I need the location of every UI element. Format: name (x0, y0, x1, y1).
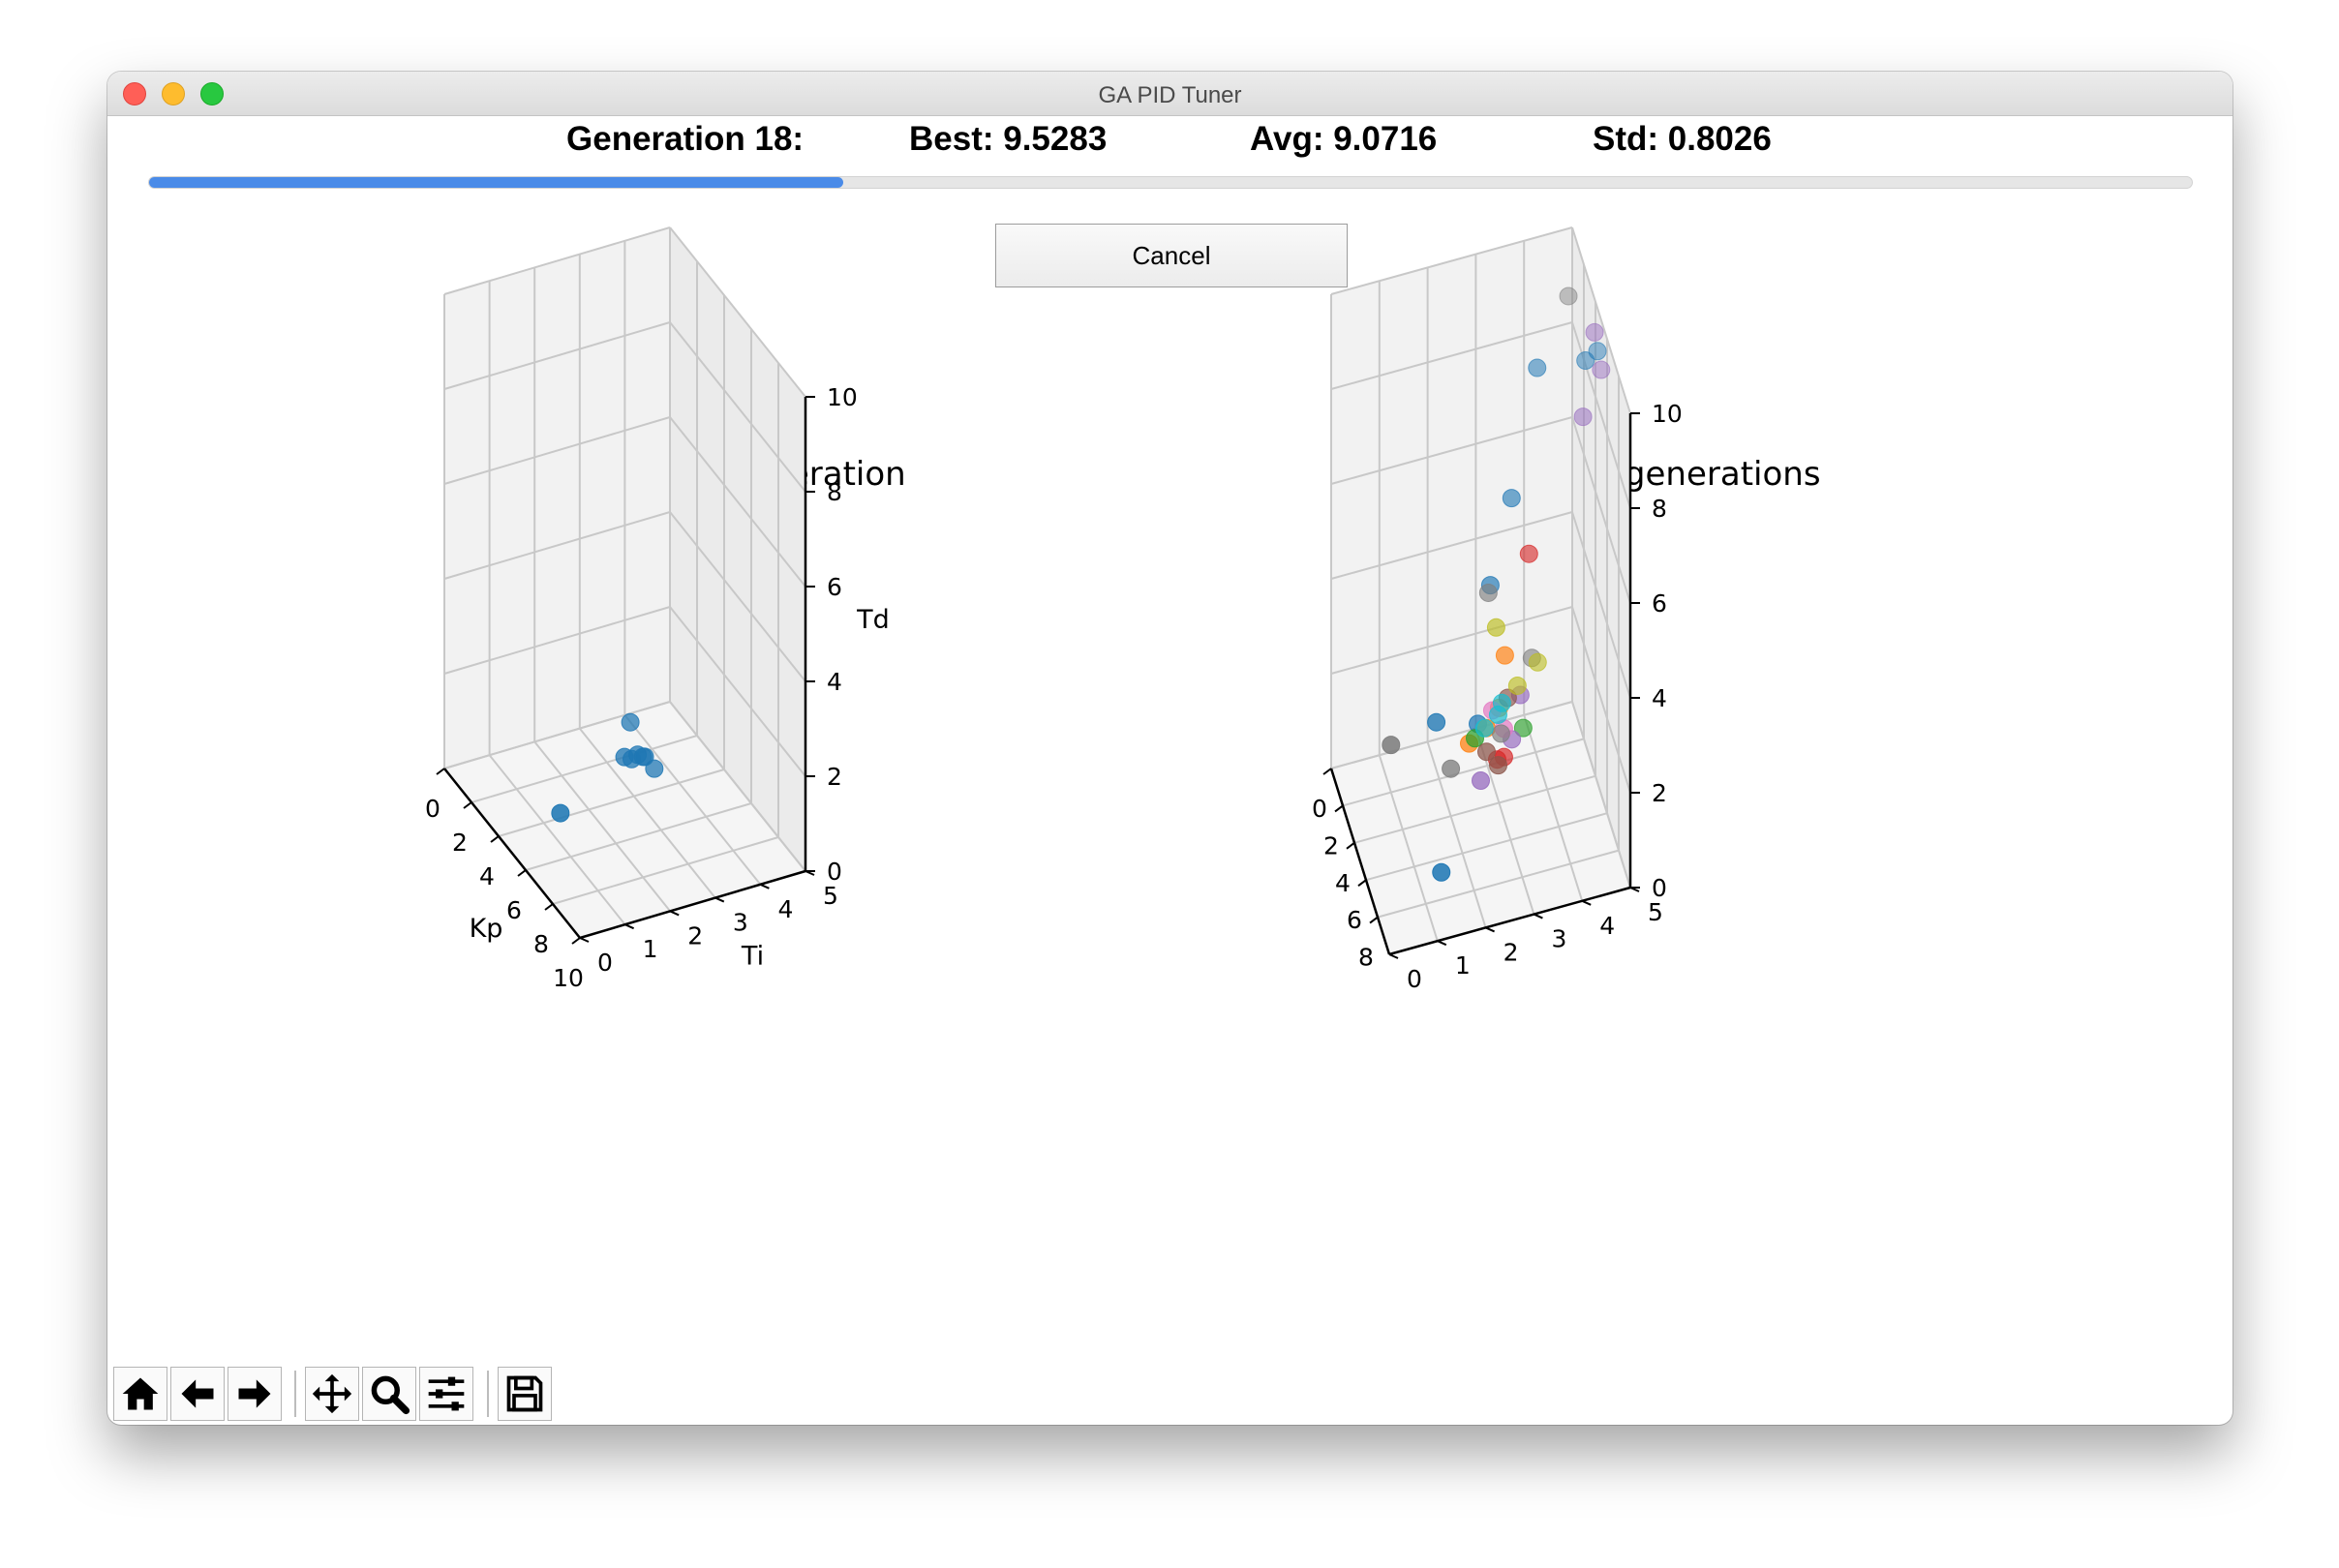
save-icon (506, 1375, 543, 1412)
scatter-point (1528, 652, 1547, 672)
forward-arrow-icon (238, 1379, 271, 1408)
close-window-button[interactable] (123, 82, 146, 106)
home-icon (122, 1377, 159, 1410)
z-axis-label: Td (856, 605, 890, 635)
scatter-point (1519, 544, 1538, 563)
scatter-point (1495, 646, 1514, 665)
x-tick-label: 2 (1323, 831, 1339, 859)
std-fitness-label: Std: 0.8026 (1593, 120, 1772, 158)
scatter-point (1488, 705, 1507, 724)
y-tick-label: 5 (823, 882, 838, 910)
scatter-point (1576, 351, 1595, 371)
y-tick-label: 1 (643, 935, 658, 963)
pan-button[interactable] (305, 1367, 359, 1421)
back-arrow-icon (181, 1379, 214, 1408)
z-tick-label: 4 (1652, 684, 1667, 712)
toolbar-separator (294, 1371, 296, 1417)
x-tick-label: 2 (452, 829, 468, 857)
z-tick-label: 8 (1652, 495, 1667, 523)
y-tick-label: 0 (1407, 965, 1422, 993)
scatter-point (1478, 583, 1498, 602)
scatter-point (1486, 618, 1505, 637)
minimize-window-button[interactable] (162, 82, 185, 106)
y-tick-label: 4 (1599, 912, 1615, 940)
plots-canvas[interactable]: Current generation Previous generations … (107, 72, 2233, 1425)
scatter-point (1477, 742, 1496, 762)
scatter-point (551, 803, 570, 823)
y-tick-label: 4 (777, 895, 793, 923)
z-tick-label: 10 (1652, 400, 1683, 428)
x-tick-label: 4 (1335, 869, 1351, 897)
x-tick-label: 8 (1358, 944, 1374, 972)
pan-icon (312, 1373, 352, 1414)
x-tick-label: 10 (553, 964, 584, 992)
y-tick-label: 2 (1504, 938, 1519, 966)
save-button[interactable] (498, 1367, 552, 1421)
progress-bar (148, 176, 2193, 189)
scatter-point (1489, 756, 1507, 775)
avg-fitness-label: Avg: 9.0716 (1250, 120, 1438, 158)
x-tick-label: 0 (1312, 795, 1327, 823)
generation-label: Generation 18: (566, 120, 805, 158)
zoom-icon (371, 1375, 410, 1415)
scatter-point (1382, 736, 1401, 755)
y-tick-label: 1 (1455, 951, 1471, 980)
configure-subplots-icon (428, 1376, 465, 1411)
x-tick-label: 8 (533, 930, 549, 958)
home-button[interactable] (113, 1367, 167, 1421)
scatter-point (1432, 862, 1451, 882)
maximize-window-button[interactable] (200, 82, 224, 106)
z-tick-label: 10 (827, 383, 858, 411)
app-window: GA PID Tuner Generation 18: Best: 9.5283… (107, 72, 2233, 1425)
scatter-point (1472, 771, 1490, 790)
y-tick-label: 2 (687, 921, 703, 950)
scatter-point (1442, 759, 1461, 778)
x-tick-label: 6 (1347, 906, 1362, 934)
z-tick-label: 0 (1652, 874, 1667, 902)
y-tick-label: 0 (597, 949, 613, 977)
z-tick-label: 4 (827, 668, 842, 696)
x-tick-label: 0 (425, 795, 440, 823)
scatter-point (1474, 718, 1494, 738)
z-tick-label: 8 (827, 478, 842, 506)
window-title: GA PID Tuner (1098, 82, 1242, 108)
z-tick-label: 0 (827, 858, 842, 886)
x-tick-label: 6 (506, 896, 522, 924)
configure-subplots-button[interactable] (419, 1367, 473, 1421)
scatter-point (1427, 712, 1446, 732)
zoom-button[interactable] (362, 1367, 416, 1421)
y-tick-label: 5 (1648, 898, 1663, 926)
x-axis-label: Kp (470, 914, 503, 944)
z-tick-label: 6 (827, 573, 842, 601)
progress-fill (149, 177, 844, 188)
x-tick-label: 4 (479, 862, 495, 890)
scatter-point (1502, 489, 1521, 508)
y-axis-label: Ti (741, 942, 764, 972)
forward-button[interactable] (228, 1367, 282, 1421)
best-fitness-label: Best: 9.5283 (909, 120, 1108, 158)
toolbar-separator (487, 1371, 489, 1417)
scatter-point (1513, 718, 1533, 738)
scatter-point (1491, 724, 1510, 743)
scatter-point (635, 747, 654, 767)
scatter-point (621, 712, 640, 732)
scatter-point (1592, 360, 1611, 379)
back-button[interactable] (170, 1367, 225, 1421)
y-tick-label: 3 (1551, 925, 1566, 953)
scatter-point (1507, 676, 1527, 695)
z-tick-label: 2 (827, 763, 842, 791)
scatter-point (1528, 358, 1547, 377)
z-tick-label: 2 (1652, 779, 1667, 807)
scatter-point (1585, 322, 1604, 342)
y-tick-label: 3 (733, 909, 748, 937)
title-bar: GA PID Tuner (107, 72, 2233, 116)
z-tick-label: 6 (1652, 589, 1667, 618)
scatter-point (1559, 286, 1578, 306)
cancel-button[interactable]: Cancel (995, 224, 1348, 287)
stats-bar: Generation 18: Best: 9.5283 Avg: 9.0716 … (107, 120, 2233, 163)
scatter-point (1573, 407, 1593, 427)
